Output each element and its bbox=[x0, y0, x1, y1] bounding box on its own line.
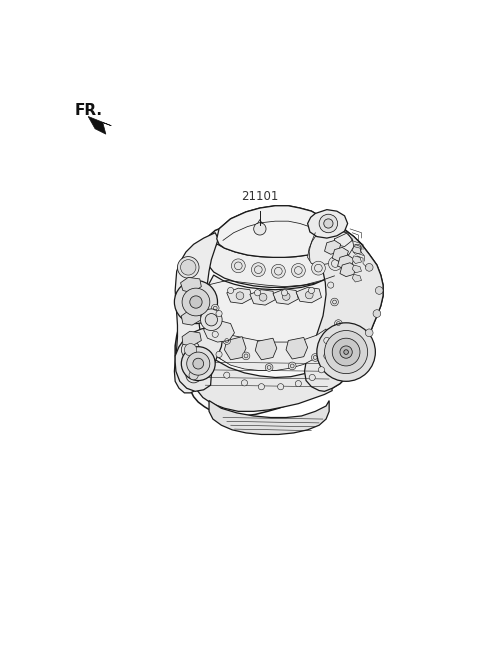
Circle shape bbox=[265, 363, 273, 371]
Polygon shape bbox=[340, 263, 356, 277]
Circle shape bbox=[365, 329, 373, 337]
Circle shape bbox=[231, 259, 245, 273]
Polygon shape bbox=[198, 275, 340, 370]
Polygon shape bbox=[352, 265, 361, 273]
Text: FR.: FR. bbox=[75, 104, 103, 118]
Circle shape bbox=[324, 353, 330, 359]
Polygon shape bbox=[304, 232, 383, 392]
Circle shape bbox=[193, 358, 204, 369]
Circle shape bbox=[328, 256, 342, 270]
Circle shape bbox=[212, 331, 218, 337]
Circle shape bbox=[271, 264, 285, 278]
Polygon shape bbox=[352, 274, 361, 282]
Polygon shape bbox=[175, 206, 383, 416]
Circle shape bbox=[201, 309, 222, 331]
Polygon shape bbox=[250, 290, 275, 305]
Circle shape bbox=[318, 367, 324, 373]
Circle shape bbox=[356, 348, 364, 356]
Polygon shape bbox=[180, 277, 201, 293]
Circle shape bbox=[189, 371, 198, 380]
Circle shape bbox=[184, 344, 197, 356]
Circle shape bbox=[236, 292, 244, 300]
Circle shape bbox=[373, 310, 381, 318]
Circle shape bbox=[205, 314, 217, 326]
Circle shape bbox=[254, 290, 261, 296]
Polygon shape bbox=[213, 329, 328, 371]
Polygon shape bbox=[324, 240, 341, 255]
Polygon shape bbox=[332, 247, 348, 261]
Circle shape bbox=[190, 296, 202, 308]
Circle shape bbox=[282, 293, 290, 300]
Polygon shape bbox=[175, 327, 223, 392]
Circle shape bbox=[178, 256, 199, 278]
Circle shape bbox=[312, 261, 325, 275]
Circle shape bbox=[375, 287, 383, 295]
Circle shape bbox=[259, 293, 267, 301]
Polygon shape bbox=[337, 255, 354, 269]
Circle shape bbox=[181, 346, 215, 380]
Polygon shape bbox=[296, 287, 322, 303]
Circle shape bbox=[181, 340, 200, 359]
Polygon shape bbox=[217, 206, 350, 257]
Circle shape bbox=[182, 288, 210, 316]
Circle shape bbox=[309, 375, 315, 380]
Circle shape bbox=[312, 354, 319, 361]
Polygon shape bbox=[352, 256, 361, 264]
Polygon shape bbox=[255, 338, 277, 359]
Circle shape bbox=[295, 380, 301, 387]
Circle shape bbox=[254, 222, 266, 235]
Circle shape bbox=[305, 291, 313, 299]
Polygon shape bbox=[182, 331, 201, 346]
Polygon shape bbox=[204, 321, 234, 342]
Circle shape bbox=[331, 298, 338, 306]
Circle shape bbox=[335, 319, 342, 327]
Circle shape bbox=[224, 372, 230, 379]
Polygon shape bbox=[352, 247, 361, 255]
Polygon shape bbox=[88, 117, 111, 134]
Polygon shape bbox=[273, 289, 299, 304]
Polygon shape bbox=[193, 348, 332, 411]
Circle shape bbox=[319, 215, 337, 233]
Circle shape bbox=[354, 244, 361, 252]
Polygon shape bbox=[206, 238, 355, 287]
Polygon shape bbox=[174, 233, 218, 393]
Circle shape bbox=[223, 337, 230, 344]
Circle shape bbox=[324, 331, 368, 374]
Circle shape bbox=[228, 287, 234, 293]
Polygon shape bbox=[209, 401, 329, 434]
Circle shape bbox=[324, 337, 330, 344]
Circle shape bbox=[180, 260, 196, 275]
Circle shape bbox=[344, 350, 348, 354]
Circle shape bbox=[242, 352, 250, 359]
Circle shape bbox=[324, 219, 333, 228]
Polygon shape bbox=[227, 288, 252, 304]
Polygon shape bbox=[181, 310, 201, 325]
Polygon shape bbox=[308, 210, 348, 238]
Circle shape bbox=[187, 352, 210, 375]
Circle shape bbox=[308, 287, 314, 293]
Polygon shape bbox=[308, 230, 354, 265]
Circle shape bbox=[332, 338, 360, 366]
Circle shape bbox=[288, 362, 296, 370]
Circle shape bbox=[174, 281, 217, 323]
Circle shape bbox=[211, 304, 219, 312]
Circle shape bbox=[258, 384, 264, 390]
Circle shape bbox=[216, 352, 222, 358]
Circle shape bbox=[277, 384, 284, 390]
Circle shape bbox=[186, 367, 201, 383]
Polygon shape bbox=[225, 337, 246, 359]
Circle shape bbox=[317, 323, 375, 381]
Polygon shape bbox=[286, 337, 308, 359]
Circle shape bbox=[365, 264, 373, 271]
Circle shape bbox=[252, 263, 265, 277]
Text: 21101: 21101 bbox=[241, 190, 278, 203]
Circle shape bbox=[291, 264, 305, 277]
Circle shape bbox=[281, 290, 288, 296]
Circle shape bbox=[241, 380, 248, 386]
Circle shape bbox=[340, 346, 352, 358]
Circle shape bbox=[216, 310, 222, 317]
Circle shape bbox=[327, 340, 335, 348]
Circle shape bbox=[328, 282, 334, 288]
